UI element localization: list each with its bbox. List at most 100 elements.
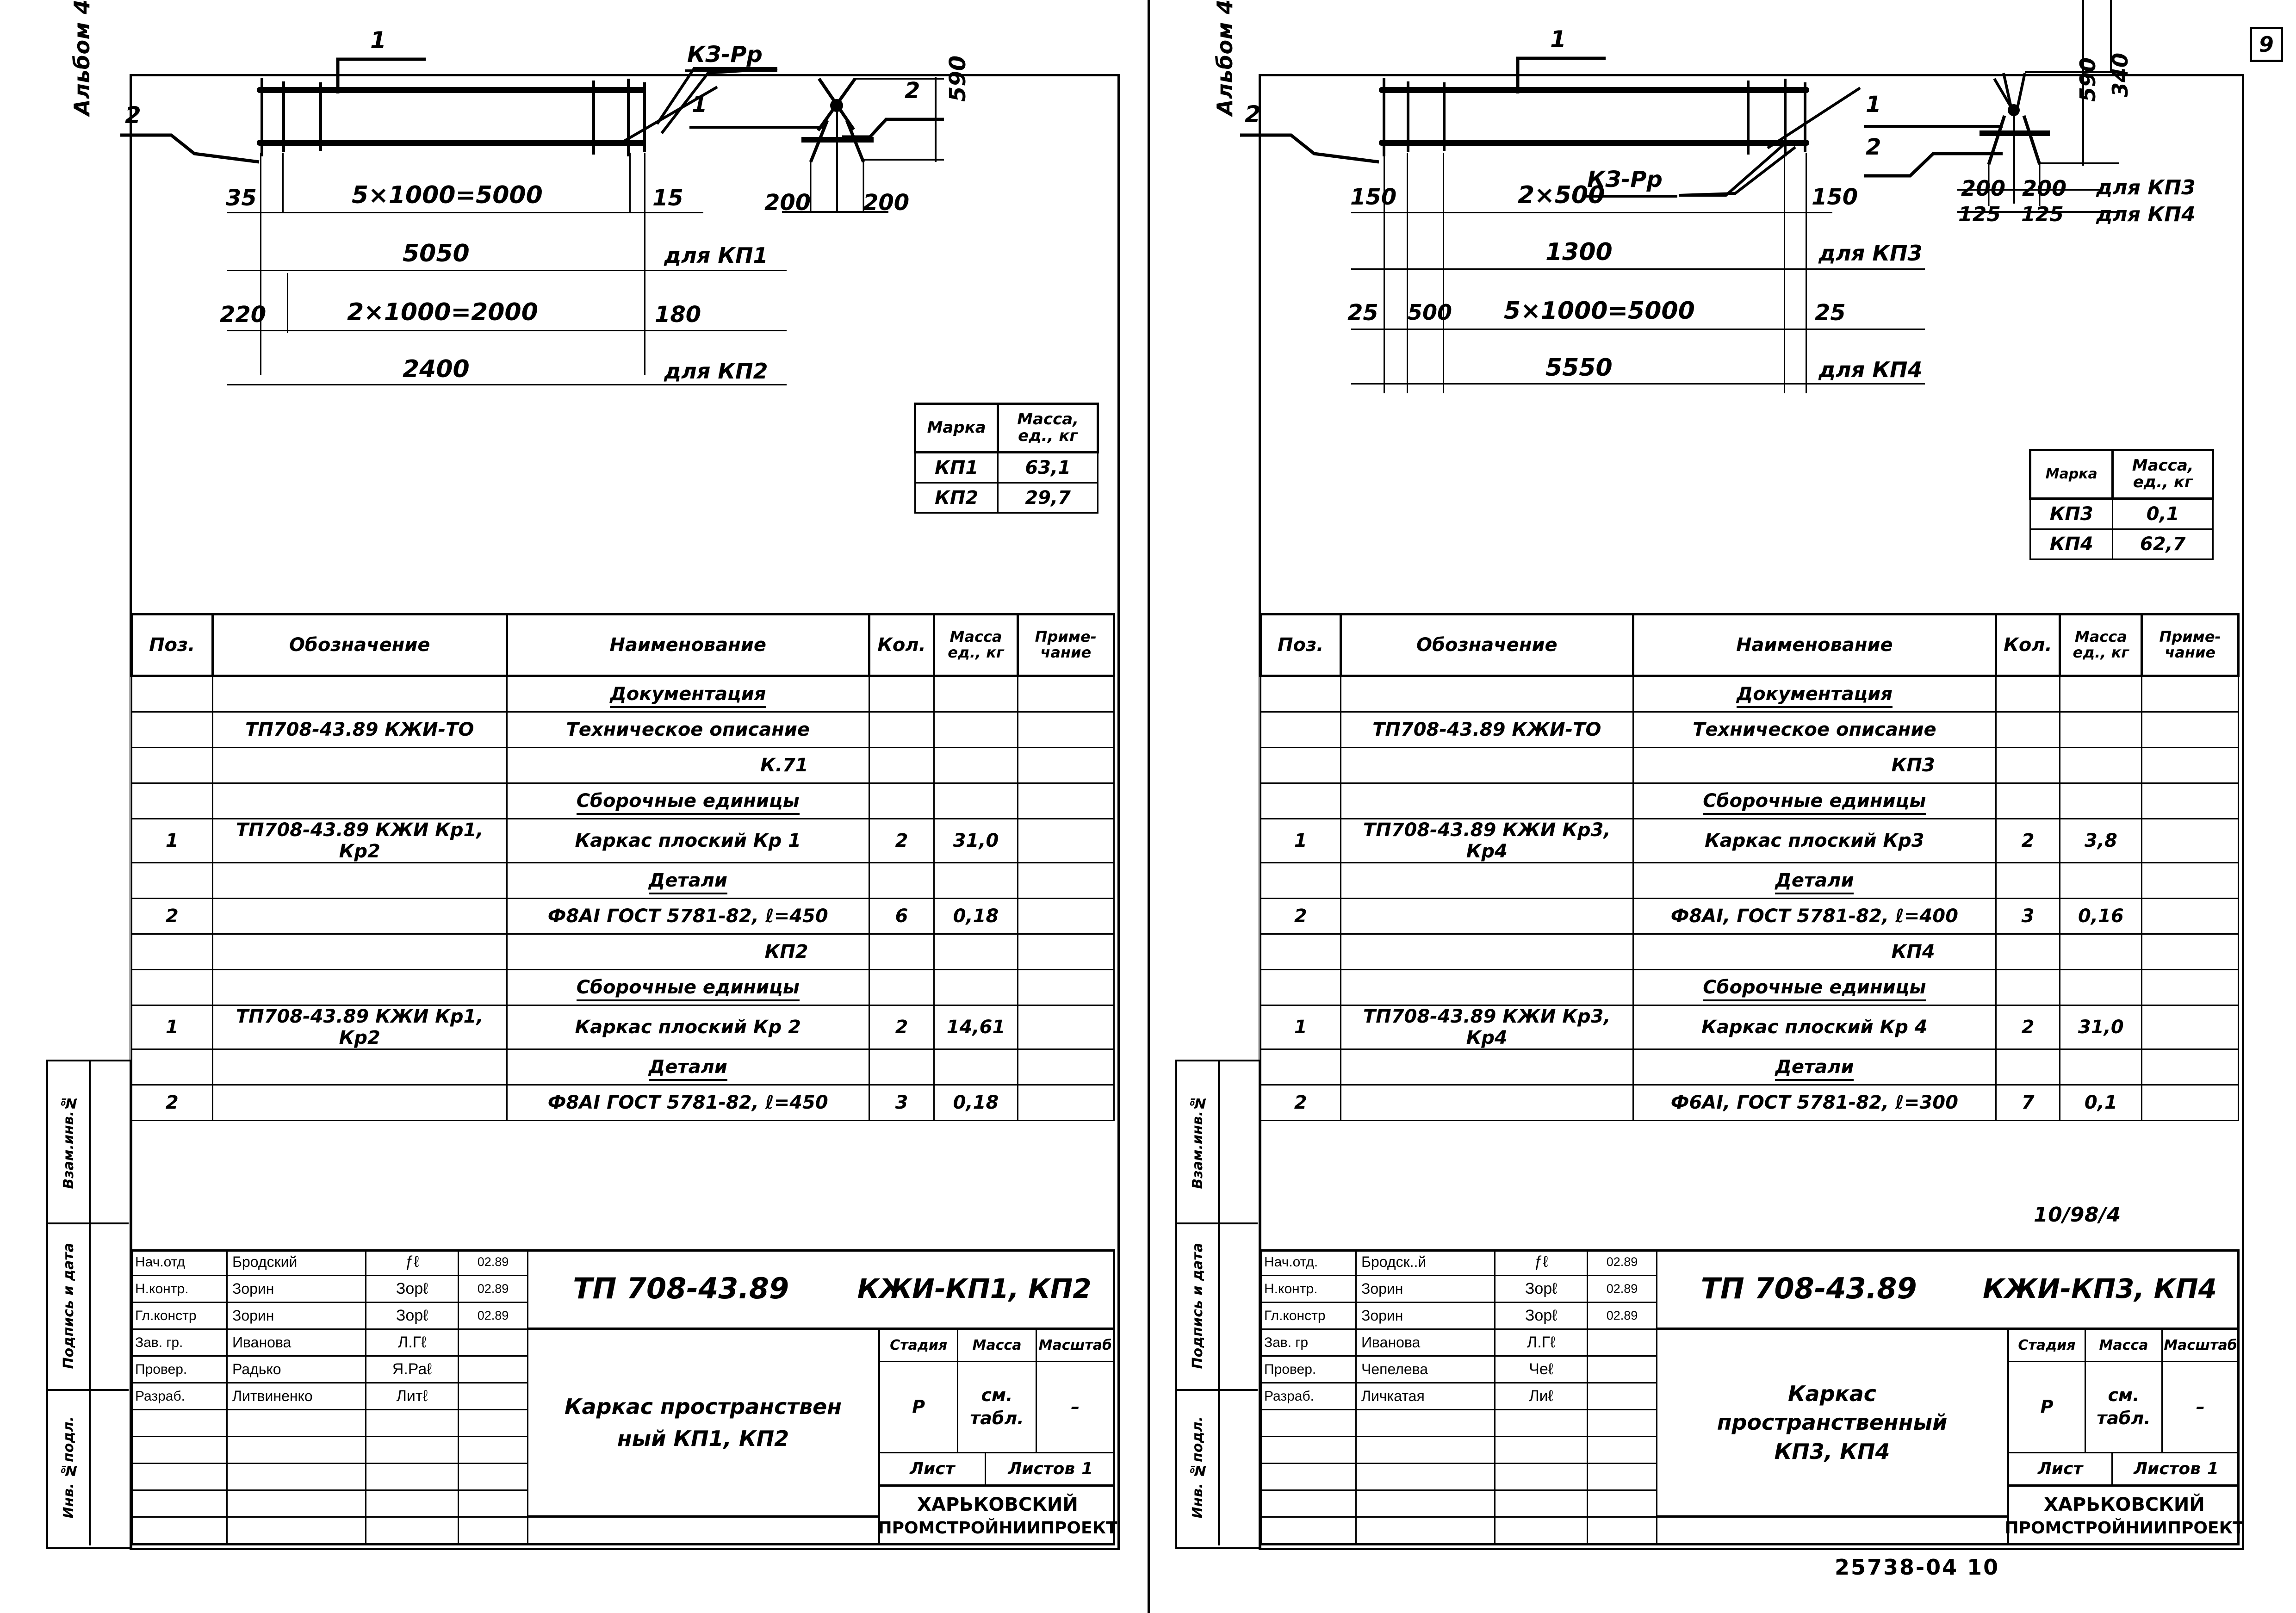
stamp-cell-date	[459, 1464, 528, 1491]
stamp-cell-sign: Лиℓ	[1496, 1383, 1588, 1410]
table-row: ТП708-43.89 КЖИ-ТО Техническое описание	[131, 711, 1115, 748]
table-row: ТП708-43.89 КЖИ-ТО Техническое описание	[1260, 711, 2239, 748]
table-row: Детали	[131, 862, 1115, 899]
dim-row-2	[1351, 268, 1925, 270]
section-callout-2-leader	[1864, 152, 2003, 178]
spec-cell-mass	[933, 675, 1018, 713]
left-spec-table: Поз. Обозначение Наименование Кол. Масса…	[130, 613, 1116, 1121]
spec-cell-name: Ф6АI, ГОСТ 5781-82, ℓ=300	[1632, 1084, 1997, 1121]
table-row: Детали	[131, 1048, 1115, 1086]
margin-cell-blank-2	[1218, 1222, 1258, 1391]
dim-ext	[260, 153, 261, 375]
spec-cell-name: Ф8АI ГОСТ 5781-82, ℓ=450	[506, 898, 870, 935]
spec-cell-pos: 2	[131, 898, 213, 935]
table-header-row: Марка Масса, ед., кг	[913, 403, 1099, 453]
spec-cell-design	[1340, 747, 1634, 784]
spec-cell-qty	[1995, 711, 2061, 748]
spec-cell-note	[2141, 1084, 2239, 1121]
stamp-cell-sign	[1496, 1518, 1588, 1545]
spec-cell-qty	[868, 711, 935, 748]
stamp-organization: ХАРЬКОВСКИЙ ПРОМСТРОЙНИИПРОЕКТ	[2004, 1487, 2244, 1545]
stamp-cell-date: 02.89	[459, 1249, 528, 1276]
stamp-cell-role	[130, 1437, 228, 1464]
spec-th-qty: Кол.	[868, 613, 936, 677]
spec-cell-qty: 2	[1995, 1005, 2061, 1050]
diagonal-brace	[619, 86, 718, 145]
weld-note-leader	[656, 67, 778, 134]
section-dim-left: 200	[764, 190, 811, 216]
dim-right-top: 15	[652, 185, 683, 211]
stamp-cell-sign: Л.Гℓ	[366, 1330, 459, 1357]
spec-cell-name: КП4	[1632, 933, 1997, 970]
sheet-divider	[1148, 0, 1150, 1613]
right-drawing-area: 1 2 КЗ-Рр 150 2×500 150 1300 для КП3 25 …	[1240, 0, 2235, 597]
stamp-cell-date	[1588, 1383, 1657, 1410]
spec-cell-note	[2141, 1048, 2239, 1086]
table-row: КП3 0,1	[2029, 498, 2214, 530]
dim-ext	[1407, 153, 1408, 393]
margin-cell-podpis: Подпись и дата	[48, 1222, 91, 1391]
stamp-cell-role	[1260, 1464, 1357, 1491]
spec-cell-qty: 2	[868, 818, 935, 863]
stamp-cell-sign	[366, 1464, 459, 1491]
stamp-cell-name	[228, 1410, 366, 1437]
spec-cell-mass: 0,16	[2059, 898, 2143, 935]
stamp-cell-sign: Зорℓ	[1496, 1276, 1588, 1303]
spec-cell-mass: 31,0	[2059, 1005, 2143, 1050]
stamp-cell-name: Бродск..й	[1357, 1249, 1496, 1276]
stamp-cell-date	[459, 1518, 528, 1545]
spec-cell-mass: 31,0	[933, 818, 1018, 863]
stamp-cell-role: Нач.отд.	[1260, 1249, 1357, 1276]
stamp-cell-sign: Зорℓ	[366, 1303, 459, 1330]
right-title-block: Нач.отд. Бродск..й ƒℓ 02.89 Н.контр. Зорин Зор…	[1260, 1249, 2244, 1545]
spec-cell-qty	[868, 933, 935, 970]
spec-cell-name: Документация	[1632, 675, 1997, 713]
callout-1-label: 1	[1550, 26, 1566, 53]
stamp-cell-date	[1588, 1437, 1657, 1464]
dim-left-top: 35	[226, 185, 257, 211]
section-view-right	[1957, 0, 2119, 213]
stamp-cell-sign	[1496, 1491, 1588, 1518]
spec-cell-pos: 2	[1260, 898, 1341, 935]
stamp-cell-date	[459, 1410, 528, 1437]
spec-cell-qty: 2	[868, 1005, 935, 1050]
spec-cell-design	[211, 933, 508, 970]
stamp-cell-role	[1260, 1410, 1357, 1437]
spec-cell-qty: 2	[1995, 818, 2061, 863]
spec-th-name: Наименование	[1632, 613, 1997, 677]
spec-cell-design	[1340, 1048, 1634, 1086]
stamp-stage: Р	[880, 1362, 959, 1453]
stamp-sheet-header: Лист	[2009, 1453, 2113, 1487]
rebar-top-chord	[257, 87, 645, 93]
spec-cell-pos	[131, 969, 213, 1006]
weld-note-leader	[1678, 141, 1796, 197]
dim-ext	[629, 153, 631, 213]
stirrup	[592, 81, 595, 155]
spec-cell-pos	[1260, 933, 1341, 970]
spec-cell-qty	[868, 969, 935, 1006]
spec-th-design: Обозначение	[211, 613, 508, 677]
table-row: КП3	[1260, 747, 2239, 784]
stamp-cell-date: 02.89	[459, 1303, 528, 1330]
section-bottom-note-kp4: для КП4	[2096, 203, 2196, 226]
spec-cell-mass	[2059, 747, 2143, 784]
stamp-cell-role: Провер.	[130, 1357, 228, 1383]
stamp-org-line1: ХАРЬКОВСКИЙ	[2044, 1494, 2205, 1516]
dim-span-bot: 2×1000=2000	[347, 298, 538, 326]
stamp-sheets-value: 1	[2207, 1459, 2219, 1479]
stamp-cell-name: Иванова	[228, 1330, 366, 1357]
spec-cell-note	[2141, 969, 2239, 1006]
stamp-mass: см. табл.	[2086, 1362, 2163, 1453]
dim-inner-bot: 500	[1408, 300, 1452, 325]
stamp-cell-name	[1357, 1518, 1496, 1545]
stirrup	[1383, 78, 1385, 156]
spec-cell-pos	[131, 675, 213, 713]
spec-cell-mass: 14,61	[933, 1005, 1018, 1050]
stamp-sheets-header: Листов 1	[986, 1453, 1115, 1487]
left-margin-strip: Взам.инв.№ Подпись и дата Инв. №подл.	[46, 1060, 132, 1549]
spec-cell-note	[2141, 818, 2239, 863]
spec-cell-note	[1017, 898, 1115, 935]
spec-cell-design	[211, 1048, 508, 1086]
spec-cell-name: К.71	[506, 747, 870, 784]
section-dim-right-kp4: 125	[2021, 203, 2064, 226]
